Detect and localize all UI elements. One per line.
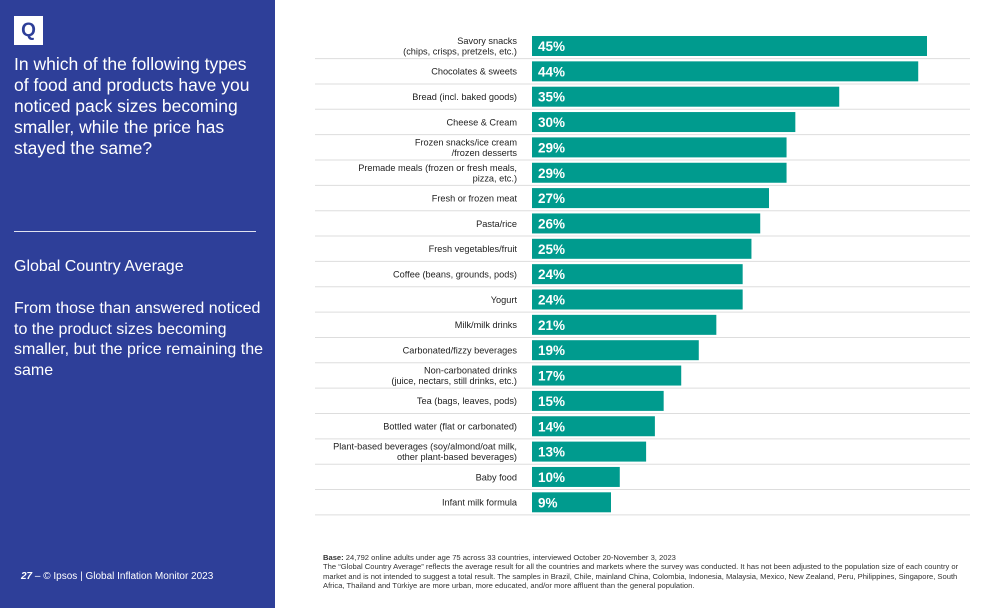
- bar: [532, 36, 927, 56]
- category-label-line: (chips, crisps, pretzels, etc.): [403, 47, 517, 57]
- bar-value-label: 15%: [538, 394, 565, 409]
- bar-value-label: 10%: [538, 470, 565, 485]
- category-label-line: Premade meals (frozen or fresh meals,: [358, 163, 517, 173]
- bar-value-label: 35%: [538, 90, 565, 105]
- category-label-line: Fresh vegetables/fruit: [429, 244, 518, 254]
- bar-value-label: 29%: [538, 140, 565, 155]
- category-label: Tea (bags, leaves, pods): [417, 396, 517, 406]
- category-label-line: Infant milk formula: [442, 498, 518, 508]
- bar-value-label: 29%: [538, 166, 565, 181]
- bar: [532, 314, 717, 335]
- category-label: Cheese & Cream: [447, 117, 518, 127]
- bar: [532, 264, 743, 285]
- bar-value-label: 26%: [538, 216, 565, 231]
- bar: [532, 340, 699, 361]
- bar: [532, 61, 919, 82]
- bar-value-label: 21%: [538, 318, 565, 333]
- category-label-line: Fresh or frozen meat: [432, 193, 518, 203]
- bar: [532, 289, 743, 310]
- bar-value-label: 30%: [538, 115, 565, 130]
- category-label: Plant-based beverages (soy/almond/oat mi…: [333, 442, 517, 463]
- category-label-line: other plant-based beverages): [397, 452, 517, 462]
- bar: [532, 441, 647, 462]
- bar: [532, 390, 664, 411]
- bar-value-label: 13%: [538, 445, 565, 460]
- bar-value-label: 44%: [538, 64, 565, 79]
- bar: [532, 188, 769, 209]
- category-label: Yogurt: [491, 295, 518, 305]
- category-label-line: Yogurt: [491, 295, 518, 305]
- category-label-line: Cheese & Cream: [447, 117, 518, 127]
- bar-value-label: 25%: [538, 242, 565, 257]
- category-label: Frozen snacks/ice cream/frozen desserts: [415, 137, 518, 158]
- bar-value-label: 9%: [538, 495, 558, 510]
- category-label-line: pizza, etc.): [473, 173, 517, 183]
- category-label: Fresh or frozen meat: [432, 193, 518, 203]
- category-label-line: /frozen desserts: [452, 148, 518, 158]
- bar-value-label: 19%: [538, 343, 565, 358]
- category-label: Fresh vegetables/fruit: [429, 244, 518, 254]
- bar: [532, 365, 682, 386]
- page-number: 27: [21, 571, 33, 582]
- bar-value-label: 14%: [538, 419, 565, 434]
- category-label-line: Carbonated/fizzy beverages: [403, 346, 518, 356]
- bar-value-label: 24%: [538, 293, 565, 308]
- bar: [532, 416, 655, 437]
- category-label-line: Chocolates & sweets: [431, 67, 517, 77]
- category-label: Savory snacks (chips, crisps, pretzels, e…: [403, 36, 517, 57]
- bar-chart: 45% Savory snacks (chips, crisps, pretzels…: [315, 36, 970, 516]
- bar: [532, 492, 611, 513]
- footer-copyright: – © Ipsos | Global Inflation Monitor 202…: [32, 571, 214, 582]
- category-label: Carbonated/fizzy beverages: [403, 346, 518, 356]
- category-label: Baby food: [476, 472, 517, 482]
- category-label-line: Bottled water (flat or carbonated): [383, 422, 517, 432]
- page-footer: 27 – © Ipsos | Global Inflation Monitor …: [21, 571, 271, 583]
- category-label-line: Plant-based beverages (soy/almond/oat mi…: [333, 442, 517, 452]
- sidebar-panel: Q In which of the following types of foo…: [0, 0, 275, 608]
- base-text: 24,792 online adults under age 75 across…: [343, 553, 676, 562]
- category-label-line: Frozen snacks/ice cream: [415, 137, 517, 147]
- bar: [532, 112, 796, 133]
- bar: [532, 86, 840, 107]
- category-label: Non-carbonated drinks (juice, nectars, st…: [391, 366, 517, 387]
- chart-notes: Base: 24,792 online adults under age 75 …: [323, 553, 973, 591]
- question-text: In which of the following types of food …: [14, 54, 250, 158]
- base-label: Base:: [323, 553, 344, 562]
- category-label: Infant milk formula: [442, 498, 518, 508]
- sidebar-divider: [14, 231, 256, 232]
- category-label: Pasta/rice: [476, 219, 517, 229]
- bar: [532, 238, 752, 259]
- category-label-line: (juice, nectars, still drinks, etc.): [391, 376, 517, 386]
- category-label: Bread (incl. baked goods): [412, 92, 517, 102]
- category-label-line: Pasta/rice: [476, 219, 517, 229]
- bar: [532, 466, 620, 487]
- category-label: Bottled water (flat or carbonated): [383, 422, 517, 432]
- bar-value-label: 27%: [538, 191, 565, 206]
- category-label-line: Savory snacks: [457, 36, 517, 46]
- base-note: Base: 24,792 online adults under age 75 …: [323, 553, 973, 562]
- category-label: Premade meals (frozen or fresh meals, piz…: [358, 163, 517, 184]
- category-label: Coffee (beans, grounds, pods): [393, 269, 517, 279]
- bar: [532, 137, 787, 158]
- bar: [532, 162, 787, 183]
- category-label: Milk/milk drinks: [455, 320, 518, 330]
- bar-value-label: 24%: [538, 267, 565, 282]
- question-badge: Q: [14, 16, 43, 45]
- category-label-line: Baby food: [476, 472, 517, 482]
- methodology-note: The “Global Country Average” reflects th…: [323, 562, 959, 591]
- bar: [532, 213, 761, 234]
- subhead-text: Global Country Average: [14, 258, 184, 275]
- category-label-line: Coffee (beans, grounds, pods): [393, 269, 517, 279]
- category-label-line: Milk/milk drinks: [455, 320, 518, 330]
- category-label: Chocolates & sweets: [431, 67, 517, 77]
- category-label-line: Non-carbonated drinks: [424, 366, 517, 376]
- bar-value-label: 17%: [538, 369, 565, 384]
- description-text: From those than answered noticed to the …: [14, 300, 264, 379]
- category-label-line: Bread (incl. baked goods): [412, 92, 517, 102]
- category-label-line: Tea (bags, leaves, pods): [417, 396, 517, 406]
- bar-value-label: 45%: [538, 39, 565, 54]
